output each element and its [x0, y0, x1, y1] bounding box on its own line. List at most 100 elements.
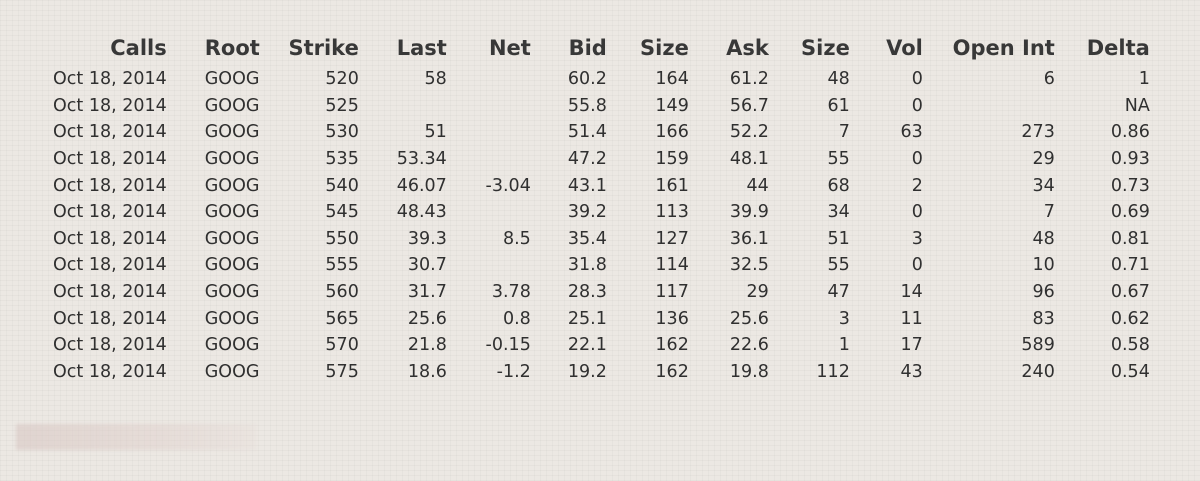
delta-cell: 0.69 — [1110, 202, 1150, 223]
bid-cell: 28.3 — [567, 282, 607, 303]
table-row: Oct 18, 2014 GOOG 535 53.34 47.2 159 48.1 55 0 29… — [0, 146, 1150, 173]
table-row: Oct 18, 2014 GOOG 560 31.7 3.78 28.3 117 29 47 14… — [0, 279, 1150, 306]
strike-cell: 525 — [325, 95, 359, 116]
last-cell: 21.8 — [407, 335, 447, 356]
expiry-cell: Oct 18, 2014 — [53, 95, 167, 116]
root-cell: GOOG — [204, 95, 260, 116]
net-cell: 0.8 — [502, 308, 531, 329]
open-int-cell: 273 — [1021, 122, 1055, 143]
ask-size-cell: 7 — [838, 122, 850, 143]
last-cell: 18.6 — [407, 361, 447, 382]
column-header-delta: Delta — [1086, 36, 1150, 60]
bid-size-cell: 114 — [655, 255, 689, 276]
bid-cell: 47.2 — [567, 149, 607, 170]
vol-cell: 17 — [900, 335, 923, 356]
column-header-bid-size: Size — [640, 36, 689, 60]
ask-cell: 22.6 — [729, 335, 769, 356]
root-cell: GOOG — [204, 228, 260, 249]
bid-cell: 19.2 — [567, 361, 607, 382]
root-cell: GOOG — [204, 255, 260, 276]
expiry-cell: Oct 18, 2014 — [53, 335, 167, 356]
net-cell: -3.04 — [485, 175, 531, 196]
table-row: Oct 18, 2014 GOOG 575 18.6 -1.2 19.2 162 19.8 11… — [0, 359, 1150, 386]
last-cell: 31.7 — [407, 282, 447, 303]
strike-cell: 530 — [325, 122, 359, 143]
column-header-open-int: Open Int — [952, 36, 1055, 60]
root-cell: GOOG — [204, 202, 260, 223]
table-body: Oct 18, 2014 GOOG 520 58 60.2 164 61.2 48 0 6 1 Oct… — [0, 66, 1150, 385]
table-row: Oct 18, 2014 GOOG 540 46.07 -3.04 43.1 161 44 68… — [0, 172, 1150, 199]
strike-cell: 560 — [325, 282, 359, 303]
expiry-cell: Oct 18, 2014 — [53, 202, 167, 223]
ask-size-cell: 47 — [827, 282, 850, 303]
bid-cell: 60.2 — [567, 69, 607, 90]
column-header-net: Net — [488, 36, 531, 60]
table-row: Oct 18, 2014 GOOG 520 58 60.2 164 61.2 48 0 6 1 — [0, 66, 1150, 93]
delta-cell: 0.81 — [1110, 228, 1150, 249]
bid-size-cell: 149 — [655, 95, 689, 116]
open-int-cell: 48 — [1032, 228, 1055, 249]
bid-size-cell: 136 — [655, 308, 689, 329]
vol-cell: 0 — [911, 95, 923, 116]
expiry-cell: Oct 18, 2014 — [53, 122, 167, 143]
ask-size-cell: 51 — [827, 228, 850, 249]
delta-cell: NA — [1124, 95, 1150, 116]
net-cell — [447, 146, 531, 173]
strike-cell: 535 — [325, 149, 359, 170]
vol-cell: 0 — [911, 69, 923, 90]
expiry-cell: Oct 18, 2014 — [53, 282, 167, 303]
table-row: Oct 18, 2014 GOOG 555 30.7 31.8 114 32.5 55 0 10 0… — [0, 252, 1150, 279]
vol-cell: 2 — [911, 175, 923, 196]
last-cell: 51 — [424, 122, 447, 143]
blurred-smudge — [16, 424, 256, 450]
net-cell: 8.5 — [502, 228, 531, 249]
header-row: Calls Root Strike Last Net Bid Size Ask … — [0, 30, 1150, 66]
delta-cell: 0.86 — [1110, 122, 1150, 143]
bid-cell: 39.2 — [567, 202, 607, 223]
table-row: Oct 18, 2014 GOOG 525 55.8 149 56.7 61 0 NA — [0, 93, 1150, 120]
column-header-last: Last — [396, 36, 447, 60]
expiry-cell: Oct 18, 2014 — [53, 255, 167, 276]
delta-cell: 0.62 — [1110, 308, 1150, 329]
ask-cell: 19.8 — [729, 361, 769, 382]
delta-cell: 0.67 — [1110, 282, 1150, 303]
expiry-cell: Oct 18, 2014 — [53, 69, 167, 90]
delta-cell: 0.93 — [1110, 149, 1150, 170]
last-cell: 53.34 — [396, 149, 447, 170]
strike-cell: 520 — [325, 69, 359, 90]
bid-cell: 25.1 — [567, 308, 607, 329]
delta-cell: 0.54 — [1110, 361, 1150, 382]
ask-cell: 44 — [746, 175, 769, 196]
net-cell — [447, 66, 531, 93]
bid-cell: 31.8 — [567, 255, 607, 276]
bid-cell: 43.1 — [567, 175, 607, 196]
vol-cell: 0 — [911, 149, 923, 170]
table-row: Oct 18, 2014 GOOG 530 51 51.4 166 52.2 7 63 273 0.… — [0, 119, 1150, 146]
open-int-cell: 29 — [1032, 149, 1055, 170]
table-row: Oct 18, 2014 GOOG 570 21.8 -0.15 22.1 162 22.6 1… — [0, 332, 1150, 359]
column-header-root: Root — [204, 36, 260, 60]
open-int-cell: 96 — [1032, 282, 1055, 303]
strike-cell: 550 — [325, 228, 359, 249]
vol-cell: 3 — [911, 228, 923, 249]
root-cell: GOOG — [204, 69, 260, 90]
bid-size-cell: 162 — [655, 335, 689, 356]
root-cell: GOOG — [204, 282, 260, 303]
bid-cell: 55.8 — [567, 95, 607, 116]
bid-size-cell: 166 — [655, 122, 689, 143]
ask-cell: 39.9 — [729, 202, 769, 223]
strike-cell: 570 — [325, 335, 359, 356]
net-cell — [447, 252, 531, 279]
column-header-calls: Calls — [110, 36, 167, 60]
root-cell: GOOG — [204, 149, 260, 170]
vol-cell: 43 — [900, 361, 923, 382]
net-cell — [447, 119, 531, 146]
bid-size-cell: 164 — [655, 69, 689, 90]
ask-cell: 29 — [746, 282, 769, 303]
ask-size-cell: 68 — [827, 175, 850, 196]
ask-cell: 61.2 — [729, 69, 769, 90]
root-cell: GOOG — [204, 308, 260, 329]
last-cell: 48.43 — [396, 202, 447, 223]
vol-cell: 11 — [900, 308, 923, 329]
last-cell: 25.6 — [407, 308, 447, 329]
